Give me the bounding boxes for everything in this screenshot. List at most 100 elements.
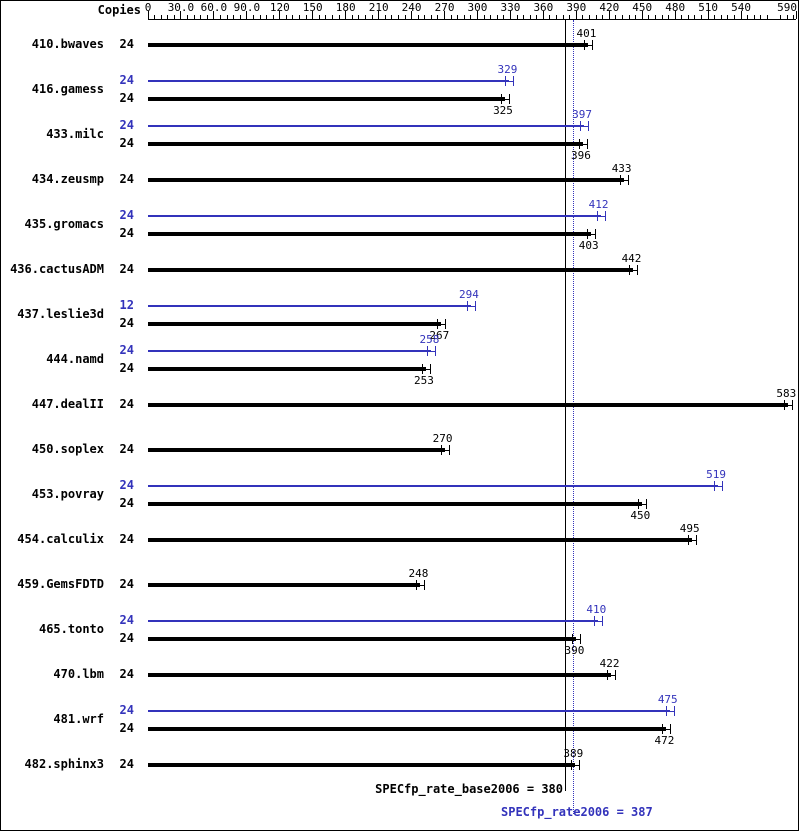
axis-major-tick xyxy=(542,11,544,19)
axis-minor-tick xyxy=(397,15,399,19)
peak-bar xyxy=(148,80,510,82)
copies-label: 24 xyxy=(119,478,134,492)
axis-minor-tick xyxy=(193,15,195,19)
whisker-tick-right xyxy=(695,535,697,545)
whisker-line xyxy=(500,98,510,100)
axis-major-tick xyxy=(476,11,478,19)
benchmark-label: 435.gromacs xyxy=(24,217,104,231)
whisker-tick-left xyxy=(580,121,582,131)
axis-minor-tick xyxy=(496,15,498,19)
whisker-tick-right xyxy=(646,499,648,509)
axis-minor-tick xyxy=(371,15,373,19)
axis-minor-tick xyxy=(760,15,762,19)
whisker-line xyxy=(427,350,437,352)
base-bar xyxy=(148,673,612,677)
whisker-tick-right xyxy=(604,211,606,221)
axis-minor-tick xyxy=(556,15,558,19)
copies-label: 24 xyxy=(119,496,134,510)
copies-label: 24 xyxy=(119,361,134,375)
axis-minor-tick xyxy=(219,15,221,19)
whisker-line xyxy=(607,674,617,676)
axis-tick-label: 510 xyxy=(698,1,719,14)
base-bar xyxy=(148,727,667,731)
axis-minor-tick xyxy=(727,15,729,19)
axis-minor-tick xyxy=(635,15,637,19)
whisker-tick-right xyxy=(445,319,447,329)
value-label: 422 xyxy=(599,657,620,670)
axis-minor-tick xyxy=(661,15,663,19)
axis-major-tick xyxy=(279,11,281,19)
value-label: 495 xyxy=(679,522,700,535)
copies-label: 12 xyxy=(119,298,134,312)
axis-minor-tick xyxy=(259,15,261,19)
whisker-tick-right xyxy=(670,724,672,734)
axis-line xyxy=(148,19,796,20)
axis-minor-tick xyxy=(391,15,393,19)
axis-minor-tick xyxy=(364,15,366,19)
axis-minor-tick xyxy=(687,15,689,19)
copies-label: 24 xyxy=(119,703,134,717)
copies-label: 24 xyxy=(119,226,134,240)
whisker-line xyxy=(584,44,594,46)
copies-label: 24 xyxy=(119,613,134,627)
axis-minor-tick xyxy=(200,15,202,19)
copies-label: 24 xyxy=(119,757,134,771)
axis-minor-tick xyxy=(681,15,683,19)
benchmark-label: 433.milc xyxy=(46,127,104,141)
axis-tick-label: 210 xyxy=(368,1,389,14)
copies-label: 24 xyxy=(119,136,134,150)
whisker-line xyxy=(714,485,724,487)
axis-minor-tick xyxy=(305,15,307,19)
base-bar xyxy=(148,367,426,371)
whisker-tick-right xyxy=(594,229,596,239)
peak-bar xyxy=(148,125,585,127)
whisker-tick-left xyxy=(500,94,502,104)
whisker-tick-left xyxy=(427,346,429,356)
axis-minor-tick xyxy=(424,15,426,19)
value-label: 390 xyxy=(564,644,585,657)
value-label: 401 xyxy=(576,27,597,40)
whisker-tick-right xyxy=(615,670,617,680)
value-label: 397 xyxy=(572,108,593,121)
axis-minor-tick xyxy=(233,15,235,19)
axis-minor-tick xyxy=(753,15,755,19)
copies-label: 24 xyxy=(119,208,134,222)
axis-minor-tick xyxy=(733,15,735,19)
axis-minor-tick xyxy=(226,15,228,19)
value-label: 248 xyxy=(408,567,429,580)
base-bar xyxy=(148,583,421,587)
base-bar xyxy=(148,322,442,326)
value-label: 472 xyxy=(654,734,675,747)
value-label: 433 xyxy=(611,162,632,175)
whisker-tick-right xyxy=(580,634,582,644)
axis-minor-tick xyxy=(694,15,696,19)
value-label: 450 xyxy=(630,509,651,522)
axis-major-tick xyxy=(213,11,215,19)
benchmark-label: 481.wrf xyxy=(53,712,104,726)
whisker-tick-right xyxy=(673,706,675,716)
whisker-tick-left xyxy=(687,535,689,545)
axis-minor-tick xyxy=(589,15,591,19)
benchmark-label: 416.gamess xyxy=(31,82,104,96)
whisker-line xyxy=(572,638,582,640)
benchmark-label: 410.bwaves xyxy=(31,37,104,51)
whisker-line xyxy=(662,728,672,730)
copies-label: 24 xyxy=(119,442,134,456)
base-bar xyxy=(148,538,692,542)
axis-minor-tick xyxy=(173,15,175,19)
axis-tick-label: 60.0 xyxy=(200,1,228,14)
axis-minor-tick xyxy=(747,15,749,19)
base-bar xyxy=(148,448,445,452)
axis-minor-tick xyxy=(384,15,386,19)
whisker-tick-right xyxy=(588,121,590,131)
axis-minor-tick xyxy=(529,15,531,19)
whisker-line xyxy=(421,368,431,370)
value-label: 389 xyxy=(563,747,584,760)
whisker-tick-left xyxy=(505,76,507,86)
axis-major-tick xyxy=(246,11,248,19)
whisker-line xyxy=(466,305,476,307)
axis-minor-tick xyxy=(780,15,782,19)
copies-label: 24 xyxy=(119,721,134,735)
copies-label: 24 xyxy=(119,316,134,330)
whisker-tick-right xyxy=(429,364,431,374)
